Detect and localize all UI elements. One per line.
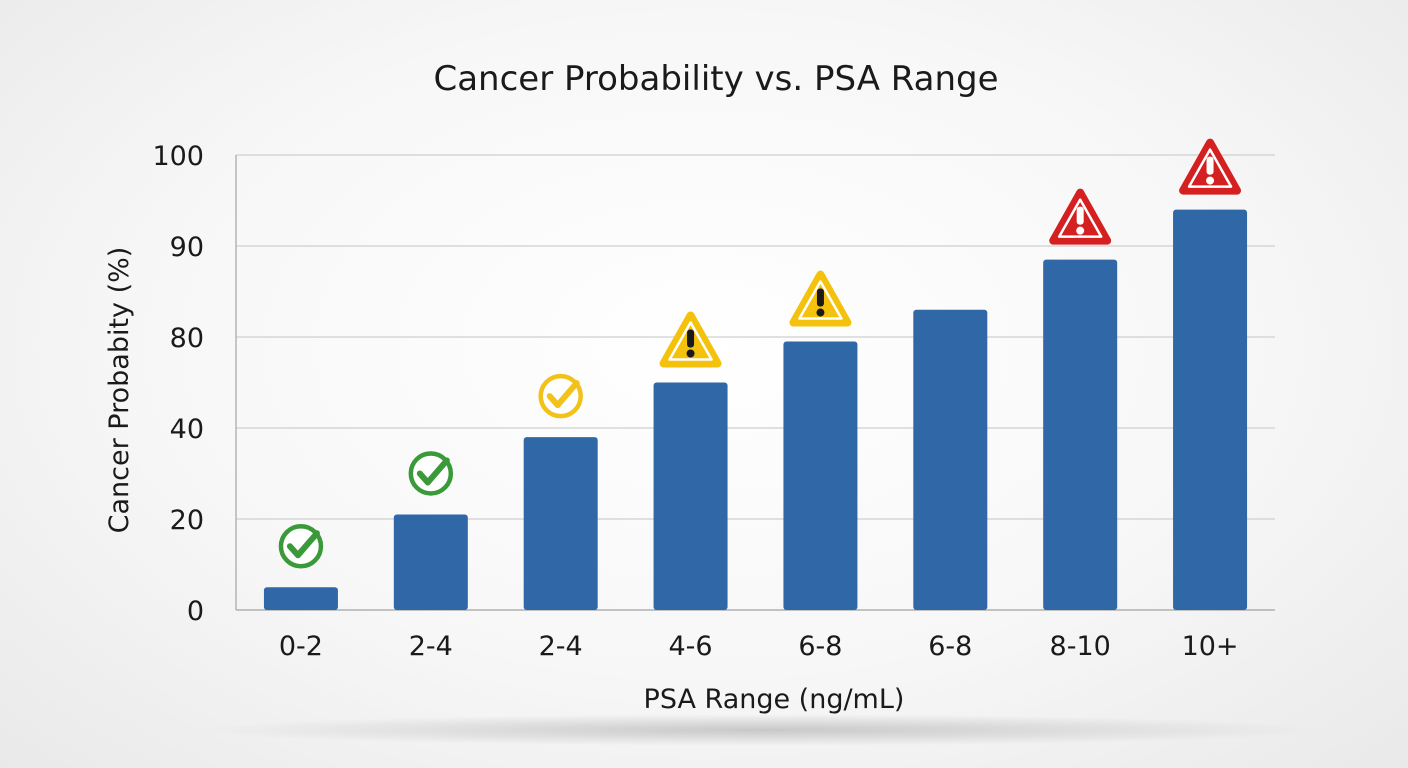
y-tick-label: 40 bbox=[170, 414, 204, 445]
green-check-circle-icon bbox=[408, 451, 454, 496]
y-tick-label: 0 bbox=[187, 596, 204, 627]
bars bbox=[263, 209, 1248, 610]
y-tick-label: 100 bbox=[152, 141, 204, 172]
red-warning-triangle-icon bbox=[1179, 138, 1242, 195]
x-tick-label: 10+ bbox=[1182, 631, 1239, 662]
y-tick-label: 20 bbox=[170, 505, 204, 536]
x-tick-label: 0-2 bbox=[279, 631, 323, 662]
gridlines bbox=[235, 154, 1275, 611]
x-tick-label: 6-8 bbox=[928, 631, 972, 662]
yellow-warning-triangle-icon bbox=[789, 270, 852, 327]
floor-shadow bbox=[200, 714, 1320, 746]
x-axis-label: PSA Range (ng/mL) bbox=[644, 684, 905, 715]
status-markers bbox=[278, 138, 1242, 569]
x-tick-label: 2-4 bbox=[409, 631, 453, 662]
x-tick-label: 6-8 bbox=[798, 631, 842, 662]
x-tick-label: 8-10 bbox=[1050, 631, 1111, 662]
bar-7 bbox=[1043, 259, 1118, 610]
yellow-check-circle-icon bbox=[538, 373, 583, 419]
green-check-circle-icon bbox=[278, 524, 324, 569]
bar-8 bbox=[1173, 209, 1248, 610]
y-tick-label: 80 bbox=[170, 323, 204, 354]
bar-3 bbox=[523, 437, 598, 610]
bar-2 bbox=[393, 514, 468, 610]
bar-6 bbox=[913, 309, 988, 610]
y-tick-label: 90 bbox=[170, 232, 204, 263]
yellow-warning-triangle-icon bbox=[659, 311, 722, 368]
x-tick-label: 2-4 bbox=[539, 631, 583, 662]
bar-4 bbox=[653, 382, 728, 610]
y-axis-label: Cancer Probabity (%) bbox=[104, 247, 135, 534]
chart-title: Cancer Probability vs. PSA Range bbox=[433, 59, 998, 99]
red-warning-triangle-icon bbox=[1049, 188, 1112, 245]
bar-5 bbox=[783, 341, 858, 610]
x-tick-label: 4-6 bbox=[669, 631, 713, 662]
bar-1 bbox=[263, 587, 338, 610]
tick-labels: 0 20 40 80 90 100 0-2 2-4 2-4 4-6 6-8 6-8 8-10 10+ bbox=[152, 141, 1238, 662]
